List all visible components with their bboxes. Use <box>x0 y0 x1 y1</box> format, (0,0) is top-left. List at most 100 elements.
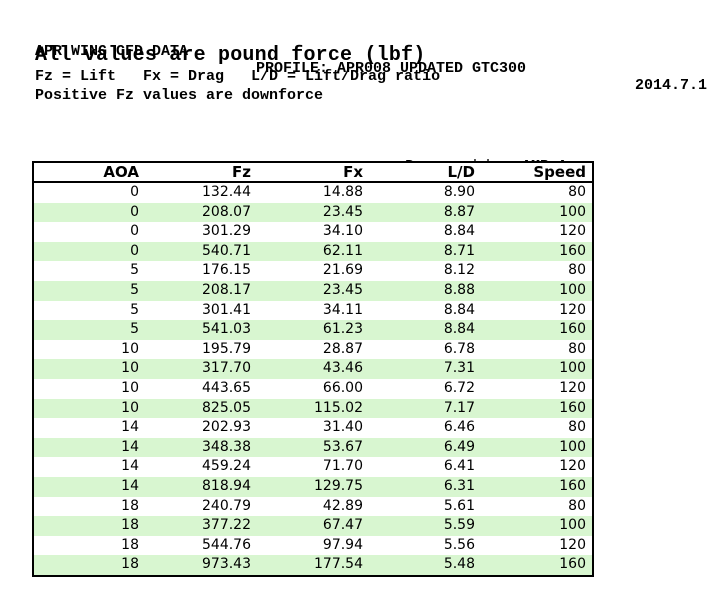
table-cell: 6.46 <box>443 419 475 436</box>
table-cell: 14 <box>121 458 139 475</box>
table-cell: 160 <box>559 399 586 416</box>
table-cell: 100 <box>559 281 586 298</box>
table-cell: 31.40 <box>322 419 363 436</box>
table-cell: 10 <box>121 379 139 396</box>
table-cell: 240.79 <box>202 497 251 514</box>
table-body: 0 132.44 14.88 8.90 80 0 208.07 23.45 8.87 100 0 30… <box>33 182 593 576</box>
table-cell: 10 <box>121 360 139 377</box>
table-cell: 7.31 <box>443 360 475 377</box>
table-cell: 18 <box>121 536 139 553</box>
table-cell: 8.84 <box>443 223 475 240</box>
table-row: 10 443.65 66.00 6.72 120 <box>33 378 593 399</box>
col-header-speed: Speed <box>481 162 593 183</box>
table-row: 10 195.79 28.87 6.78 80 <box>33 339 593 360</box>
table-cell: 5.61 <box>443 497 475 514</box>
table-row: 14 818.94 129.75 6.31 160 <box>33 476 593 497</box>
table-cell: 61.23 <box>322 321 363 338</box>
table-cell: 317.70 <box>202 360 251 377</box>
table-cell: 67.47 <box>322 517 363 534</box>
table-cell: 6.31 <box>443 477 475 494</box>
table-cell: 8.90 <box>443 184 475 200</box>
table-cell: 14.88 <box>322 184 363 200</box>
table-cell: 14 <box>121 438 139 455</box>
table-cell: 129.75 <box>314 477 363 494</box>
doc-title: APR WING CFD DATA <box>35 43 189 60</box>
table-cell: 5.56 <box>443 536 475 553</box>
table-row: 10 317.70 43.46 7.31 100 <box>33 359 593 379</box>
table-cell: 100 <box>559 438 586 455</box>
table-row: 5 541.03 61.23 8.84 160 <box>33 320 593 340</box>
table-cell: 34.11 <box>322 301 363 318</box>
table-cell: 8.84 <box>443 301 475 318</box>
table-cell: 5.48 <box>443 556 475 573</box>
col-header-ld: L/D <box>369 162 481 183</box>
table-cell: 5 <box>130 321 139 338</box>
table-cell: 5.59 <box>443 517 475 534</box>
table-cell: 7.17 <box>443 399 475 416</box>
table-row: 0 540.71 62.11 8.71 160 <box>33 241 593 262</box>
table-cell: 14 <box>121 477 139 494</box>
col-header-fz: Fz <box>145 162 257 183</box>
table-cell: 115.02 <box>314 399 363 416</box>
table-cell: 5 <box>130 262 139 279</box>
table-row: 18 973.43 177.54 5.48 160 <box>33 555 593 576</box>
table-row: 18 377.22 67.47 5.59 100 <box>33 516 593 536</box>
table-cell: 132.44 <box>202 184 251 200</box>
table-row: 5 208.17 23.45 8.88 100 <box>33 280 593 301</box>
doc-legend: Fz = Lift Fx = Drag L/D = Lift/Drag rati… <box>35 68 441 85</box>
table-cell: 443.65 <box>202 379 251 396</box>
table-cell: 377.22 <box>202 517 251 534</box>
table-cell: 97.94 <box>322 536 363 553</box>
table-cell: 6.41 <box>443 458 475 475</box>
table-cell: 8.12 <box>443 262 475 279</box>
table-cell: 6.72 <box>443 379 475 396</box>
table-cell: 28.87 <box>322 340 363 357</box>
table-cell: 301.41 <box>202 301 251 318</box>
table-row: 0 208.07 23.45 8.87 100 <box>33 202 593 223</box>
table-cell: 8.88 <box>443 281 475 298</box>
table-cell: 208.17 <box>202 281 251 298</box>
table-cell: 120 <box>559 536 586 553</box>
table-cell: 80 <box>568 262 586 279</box>
table-row: 18 240.79 42.89 5.61 80 <box>33 496 593 517</box>
table-cell: 62.11 <box>322 242 363 259</box>
table-cell: 0 <box>130 203 139 220</box>
table-cell: 544.76 <box>202 536 251 553</box>
table-row: 18 544.76 97.94 5.56 120 <box>33 535 593 556</box>
table-header-row: AOA Fz Fx L/D Speed <box>33 162 593 183</box>
table-cell: 80 <box>568 184 586 200</box>
table-cell: 42.89 <box>322 497 363 514</box>
table-cell: 71.70 <box>322 458 363 475</box>
table-cell: 195.79 <box>202 340 251 357</box>
table-cell: 6.78 <box>443 340 475 357</box>
table-cell: 66.00 <box>322 379 363 396</box>
table-cell: 459.24 <box>202 458 251 475</box>
table-cell: 100 <box>559 360 586 377</box>
table-cell: 208.07 <box>202 203 251 220</box>
table-cell: 0 <box>130 223 139 240</box>
table-cell: 177.54 <box>314 556 363 573</box>
table-cell: 21.69 <box>322 262 363 279</box>
doc-note: Positive Fz values are downforce <box>35 87 324 104</box>
table-row: 5 301.41 34.11 8.84 120 <box>33 300 593 321</box>
table-cell: 80 <box>568 340 586 357</box>
table-cell: 100 <box>559 517 586 534</box>
doc-subtitle: All values are pound force (lbf) <box>35 44 426 67</box>
table-cell: 0 <box>130 184 139 200</box>
table-cell: 5 <box>130 301 139 318</box>
table-cell: 80 <box>568 497 586 514</box>
table-cell: 14 <box>121 419 139 436</box>
col-header-aoa: AOA <box>33 162 145 183</box>
table-cell: 160 <box>559 477 586 494</box>
table-cell: 23.45 <box>322 281 363 298</box>
table-cell: 160 <box>559 242 586 259</box>
table-cell: 18 <box>121 497 139 514</box>
table-cell: 53.67 <box>322 438 363 455</box>
table-cell: 8.71 <box>443 242 475 259</box>
table-cell: 18 <box>121 517 139 534</box>
table-cell: 120 <box>559 301 586 318</box>
table-cell: 120 <box>559 379 586 396</box>
table-cell: 540.71 <box>202 242 251 259</box>
table-cell: 202.93 <box>202 419 251 436</box>
table-cell: 8.87 <box>443 203 475 220</box>
